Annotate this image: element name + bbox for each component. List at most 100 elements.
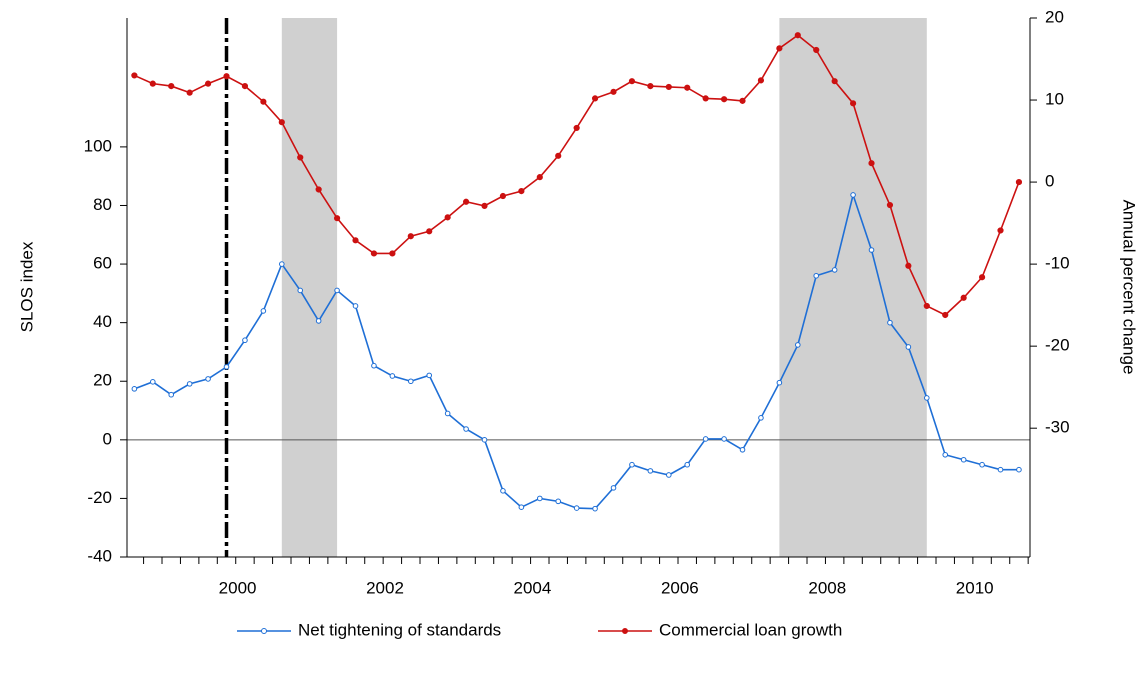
data-point: [647, 82, 654, 90]
data-point: [610, 88, 617, 95]
data-point: [629, 461, 635, 468]
data-point: [1015, 178, 1023, 186]
data-point: [905, 262, 912, 269]
data-point: [333, 215, 341, 222]
data-point: [518, 504, 525, 511]
data-point: [536, 174, 543, 181]
data-point: [537, 495, 543, 502]
data-point: [702, 436, 709, 442]
y-tick-label: -40: [87, 546, 112, 565]
legend-marker: [261, 628, 267, 634]
x-tick-label: 2002: [366, 578, 404, 597]
data-point: [647, 468, 654, 474]
data-point: [278, 119, 285, 126]
data-point: [758, 415, 764, 421]
data-point: [997, 466, 1004, 473]
data-point: [628, 78, 636, 85]
data-point: [555, 152, 562, 159]
data-point: [831, 267, 838, 273]
data-point: [831, 78, 838, 85]
series: [131, 192, 1022, 512]
data-point: [942, 451, 949, 458]
data-point: [757, 77, 765, 84]
data-point: [960, 456, 967, 463]
y-tick-label: 60: [93, 254, 112, 273]
y2-tick-label: -20: [1045, 336, 1070, 355]
data-point: [463, 426, 469, 432]
data-point: [334, 287, 340, 294]
data-point: [886, 201, 894, 209]
legend-label: Net tightening of standards: [298, 620, 501, 639]
data-point: [665, 83, 672, 91]
data-point: [942, 311, 949, 319]
data-point: [297, 154, 304, 161]
recession-band: [281, 18, 338, 557]
y-tick-label: 0: [103, 429, 112, 448]
data-point: [241, 82, 249, 90]
data-point: [315, 318, 322, 324]
data-point: [315, 186, 322, 193]
data-point: [389, 250, 396, 257]
y-axis-title: SLOS index: [17, 241, 36, 332]
data-point: [592, 505, 598, 512]
data-point: [408, 378, 414, 385]
data-point: [352, 237, 359, 244]
data-point: [702, 95, 709, 102]
data-point: [610, 485, 617, 491]
series: [131, 32, 1023, 319]
data-point: [813, 272, 820, 279]
data-point: [794, 32, 801, 39]
data-point: [979, 461, 985, 468]
y-tick-label: -20: [87, 488, 112, 507]
data-point: [260, 308, 267, 314]
data-point: [426, 372, 433, 379]
data-point: [721, 436, 727, 442]
data-point: [389, 373, 396, 379]
data-point: [887, 319, 893, 326]
data-point: [978, 274, 986, 281]
data-point: [868, 247, 875, 253]
data-point: [795, 342, 801, 348]
data-point: [573, 505, 580, 511]
data-point: [481, 437, 488, 443]
data-point: [481, 202, 488, 209]
data-point: [186, 89, 193, 96]
x-tick-label: 2008: [808, 578, 846, 597]
data-point: [960, 294, 967, 301]
data-point: [444, 410, 451, 417]
data-point: [462, 198, 470, 205]
data-point: [720, 96, 728, 103]
data-point: [518, 188, 525, 195]
data-point: [260, 98, 267, 105]
data-point: [868, 160, 875, 167]
data-point: [666, 472, 672, 478]
data-point: [776, 379, 783, 386]
data-point: [573, 124, 580, 132]
data-point: [242, 337, 248, 344]
data-point: [370, 250, 378, 257]
data-point: [776, 45, 783, 52]
data-point: [813, 46, 820, 54]
data-point: [279, 261, 285, 267]
data-point: [499, 192, 507, 200]
data-point: [555, 498, 562, 505]
x-tick-label: 2004: [514, 578, 552, 597]
data-point: [204, 80, 212, 87]
data-point: [684, 461, 691, 468]
data-point: [168, 82, 175, 90]
data-point: [371, 362, 377, 369]
y2-tick-label: 0: [1045, 172, 1054, 191]
data-point: [149, 80, 156, 87]
data-point: [591, 95, 599, 102]
data-point: [131, 386, 138, 392]
data-point: [186, 381, 193, 387]
data-point: [924, 395, 930, 401]
y2-tick-label: 10: [1045, 90, 1064, 109]
data-point: [997, 227, 1004, 234]
data-point: [205, 376, 211, 382]
data-point: [150, 379, 156, 385]
y2-tick-label: -30: [1045, 418, 1070, 437]
data-point: [500, 487, 506, 494]
legend-label: Commercial loan growth: [659, 620, 842, 639]
